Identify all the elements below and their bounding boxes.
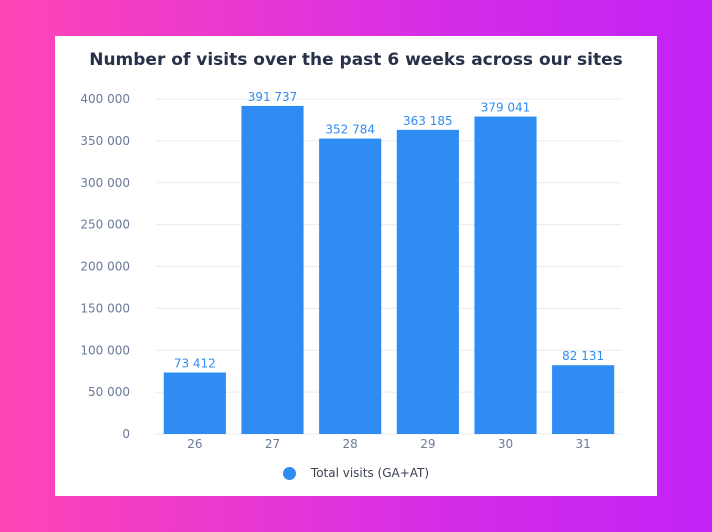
chart-card: Number of visits over the past 6 weeks a… (55, 36, 657, 496)
y-tick-label: 200 000 (80, 260, 130, 274)
x-tick-label: 26 (187, 437, 202, 451)
x-tick-label: 27 (265, 437, 280, 451)
data-label: 73 412 (174, 357, 216, 371)
legend-label: Total visits (GA+AT) (310, 466, 430, 480)
data-label: 391 737 (248, 90, 298, 104)
bar[interactable] (474, 116, 537, 434)
data-label: 82 131 (562, 349, 604, 363)
x-tick-label: 28 (343, 437, 358, 451)
bar[interactable] (396, 129, 459, 434)
bar[interactable] (319, 138, 382, 434)
legend-marker-icon (282, 466, 296, 480)
bar[interactable] (552, 365, 615, 434)
y-tick-label: 100 000 (80, 343, 130, 357)
y-tick-label: 400 000 (80, 92, 130, 106)
y-tick-label: 250 000 (80, 218, 130, 232)
y-tick-label: 150 000 (80, 301, 130, 315)
bar[interactable] (241, 105, 304, 435)
y-tick-label: 0 (122, 427, 130, 441)
bar[interactable] (163, 372, 226, 434)
y-tick-label: 50 000 (88, 385, 130, 399)
legend[interactable]: Total visits (GA+AT) (55, 466, 657, 480)
x-tick-label: 31 (576, 437, 591, 451)
bar-chart: 0 50 000 100 000 150 000 200 000 250 000 300 0… (80, 90, 622, 451)
data-label: 352 784 (325, 123, 375, 137)
chart-title: Number of visits over the past 6 weeks a… (89, 50, 623, 70)
y-tick-label: 300 000 (80, 176, 130, 190)
x-tick-label: 30 (498, 437, 513, 451)
x-tick-label: 29 (420, 437, 435, 451)
data-label: 379 041 (481, 101, 531, 115)
y-tick-label: 350 000 (80, 134, 130, 148)
data-label: 363 185 (403, 114, 453, 128)
